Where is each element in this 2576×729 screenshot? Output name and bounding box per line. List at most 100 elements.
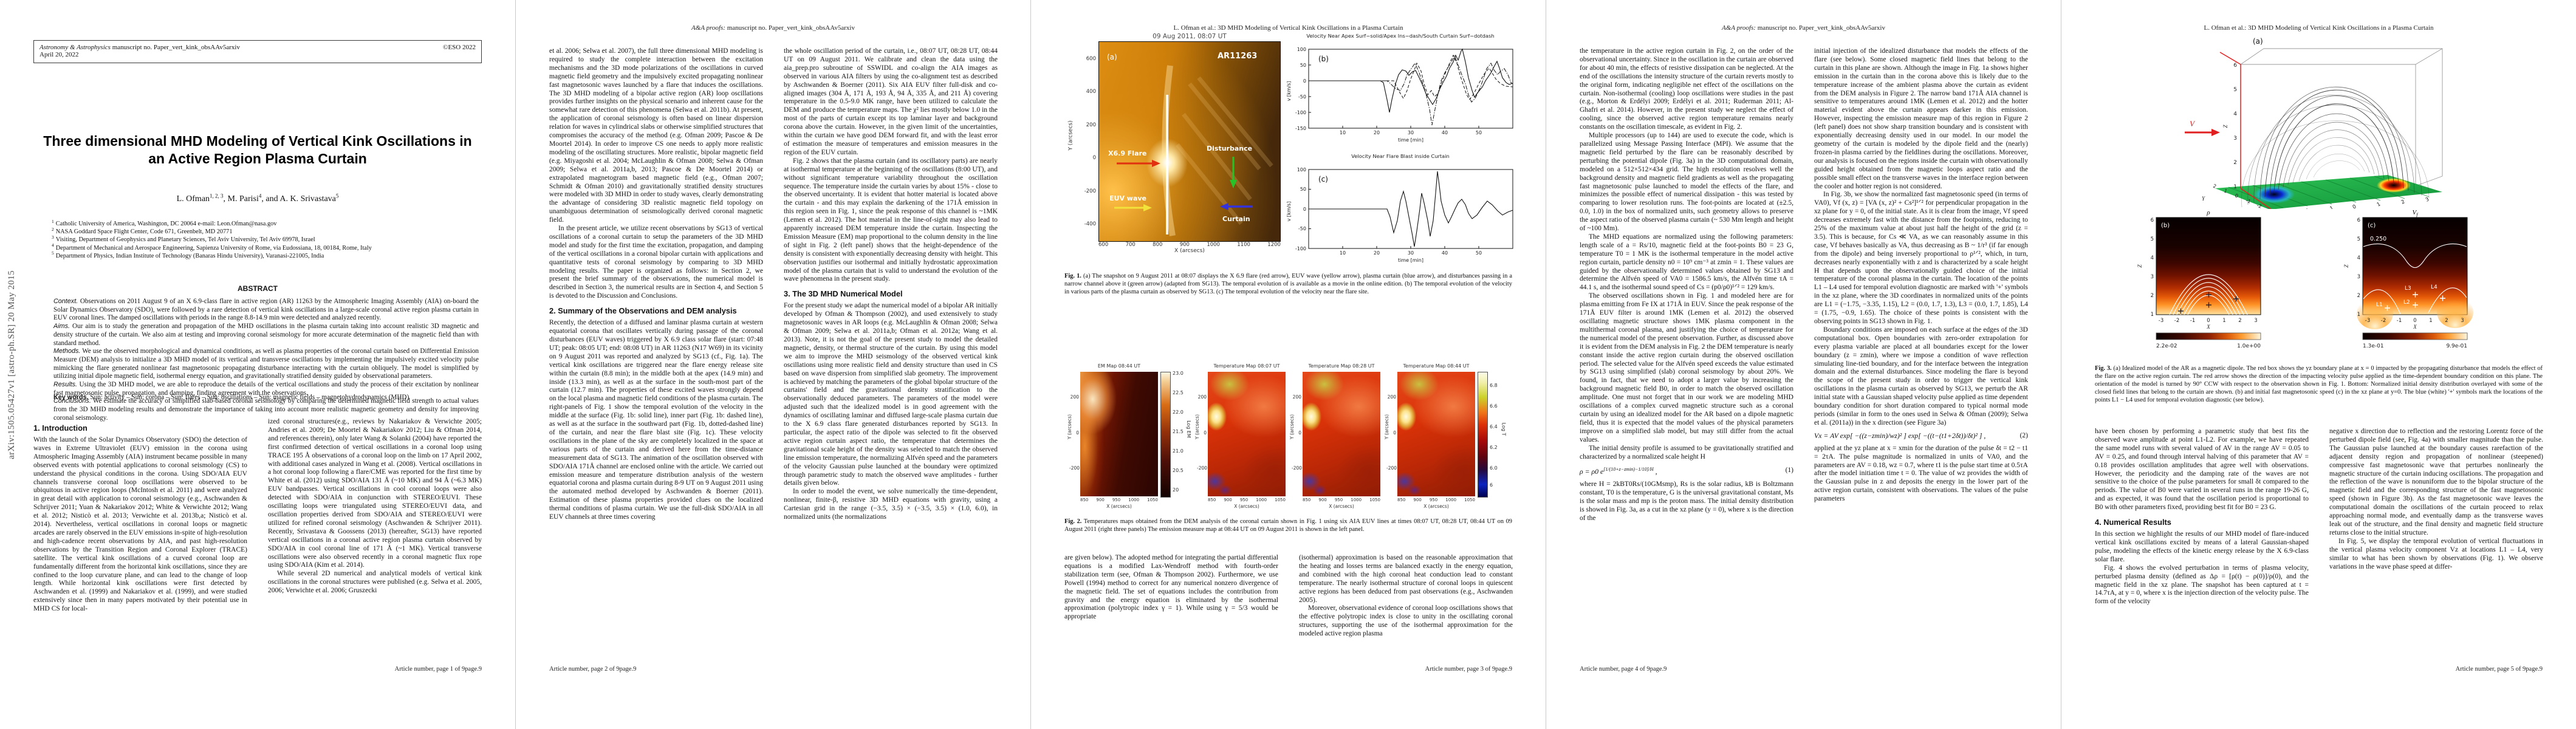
fig3a-ylabel: Y	[2202, 196, 2205, 202]
series-apex-surface-solid	[1309, 48, 1513, 113]
p5-column-right: negative x direction due to reflection a…	[2329, 428, 2543, 659]
svg-text:30: 30	[1408, 130, 1414, 135]
fig1a-curtain-annotation: Curtain	[1222, 215, 1250, 223]
svg-text:-150: -150	[1295, 126, 1306, 131]
svg-text:0: 0	[2207, 318, 2210, 324]
svg-text:0: 0	[2413, 318, 2416, 324]
map-title: Temperature Map 08:28 UT	[1308, 363, 1375, 369]
fig3b-xlabel: X	[2206, 324, 2210, 330]
temp-colorbar-label: Log T	[1501, 422, 1507, 436]
fig1a-ar-label: AR11263	[1218, 52, 1257, 61]
fig3a-box-wireframe	[2240, 48, 2443, 187]
fig3a-velocity-arrow-icon: V	[2185, 119, 2220, 136]
tick-label: 1050	[1147, 498, 1158, 502]
fig3b-colorbar-max: 1.0e+00	[2237, 343, 2261, 349]
paragraph: negative x direction due to reflection a…	[2329, 428, 2543, 536]
section-heading-introduction: 1. Introduction	[33, 423, 87, 433]
series-south-curtain-dotdash	[1309, 55, 1513, 126]
curtain-streaks	[1176, 76, 1273, 225]
tick-label: -400	[1084, 221, 1096, 227]
p1-column-left: 1. Introduction With the launch of the S…	[33, 418, 247, 659]
manuscript-id: Astronomy & Astrophysics manuscript no. …	[39, 44, 240, 51]
paragraph: In Fig. 5, we display the temporal evolu…	[2329, 537, 2543, 570]
fig3b-zticks: 6 5 4 3 2 1	[2151, 217, 2154, 318]
equation-number: (2)	[2019, 431, 2028, 439]
fig3a-zlabel: Z	[2222, 125, 2228, 128]
fig1a-solar-image: (a) AR11263 X6.9 Flare Disturbance EUV w…	[1098, 41, 1281, 242]
svg-text:3: 3	[2151, 274, 2154, 280]
fig3a-v-label: V	[2190, 119, 2196, 128]
fig3b-zlabel: Z	[2137, 264, 2143, 268]
series-apex-inside-dash	[1309, 54, 1513, 100]
fig1a-xlabel: X (arcsecs)	[1174, 248, 1205, 254]
map-xlabel: X (arcsecs)	[1106, 504, 1132, 509]
map-title: Temperature Map 08:07 UT	[1213, 363, 1280, 369]
map-title: Temperature Map 08:44 UT	[1403, 363, 1470, 369]
manuscript-no: manuscript no. Paper_vert_kink_obsAAv5ar…	[110, 44, 240, 51]
fig3c-colorbar-max: 9.9e-01	[2446, 343, 2467, 349]
manuscript-date: April 20, 2022	[39, 51, 79, 58]
paragraph: applied at the yz plane at x = xmin for …	[1814, 444, 2028, 503]
svg-text:30: 30	[1408, 250, 1414, 256]
svg-text:-2: -2	[2381, 318, 2386, 324]
svg-text:4: 4	[2151, 255, 2154, 261]
fig3c-right-bump	[2437, 296, 2473, 328]
tick-label: 0	[1092, 155, 1096, 162]
page-1: arXiv:1505.05427v1 [astro-ph.SR] 20 May …	[0, 0, 515, 729]
fig3-panel-b: ρ (b) 6 5 4 3 2 1 Z -3 -2 -1 0 1 2 3	[2137, 209, 2261, 349]
svg-text:4: 4	[2233, 111, 2237, 117]
paragraph: Fig. 4 shows the evolved perturbation in…	[2095, 564, 2309, 606]
fig3a-yticks: 2 1 0 -1 -2	[2212, 183, 2263, 209]
page-footer: Article number, page 2 of 9page.9	[549, 666, 637, 673]
abstract-section: Conclusions. We estimate the accuracy of…	[53, 397, 479, 422]
fig1a-panel-label: (a)	[1107, 53, 1117, 61]
journal-name: Astronomy & Astrophysics	[39, 44, 111, 51]
svg-text:6: 6	[2151, 217, 2154, 224]
paragraph: The observed oscillations shown in Fig. …	[1580, 292, 1793, 443]
fig3c-point-markers	[2385, 292, 2445, 311]
svg-text:-1: -1	[2190, 318, 2195, 324]
affiliation-item: 2 NASA Goddard Space Flight Center, Code …	[52, 226, 233, 236]
svg-text:50: 50	[1300, 63, 1306, 68]
fig3b-point-markers	[2178, 292, 2239, 314]
map-title: EM Map 08:44 UT	[1097, 363, 1141, 369]
p3-column-left: are given below). The adopted method for…	[1064, 554, 1278, 659]
tick-label: 200	[1070, 394, 1079, 400]
tick-label: 850	[1080, 498, 1089, 502]
tick-label: 1100	[1237, 242, 1250, 248]
fig1a-yticks: 600 400 200 0 -200 -400	[1080, 41, 1098, 242]
fig3a-zticks: 6 5 4 3 2 1	[2233, 63, 2237, 190]
em-map-image	[1080, 372, 1158, 496]
fig3-caption: Fig. 3. (a) Idealized model of the AR as…	[2095, 365, 2543, 403]
page-2: A&A proofs: manuscript no. Paper_vert_ki…	[515, 0, 1030, 729]
arxiv-stamp: arXiv:1505.05427v1 [astro-ph.SR] 20 May …	[2, 0, 21, 729]
fig1a-flare-annotation: X6.9 Flare	[1108, 149, 1146, 157]
page-5: L. Ofman et al.: 3D MHD Modeling of Vert…	[2061, 0, 2576, 729]
fig3c-colorbar	[2362, 332, 2468, 340]
svg-text:50: 50	[1300, 187, 1306, 192]
svg-text:3: 3	[2425, 196, 2430, 203]
page-4: A&A proofs: manuscript no. Paper_vert_ki…	[1546, 0, 2061, 729]
tick-label: 900	[1179, 242, 1190, 248]
fig1b-title: Velocity Near Apex Surf−solid/Apex Ins−d…	[1306, 33, 1495, 39]
paragraph: Recently, the detection of a diffused an…	[549, 319, 763, 521]
fig1a-disturbance-annotation: Disturbance	[1207, 145, 1252, 152]
fig1c-panel-label: (c)	[1318, 175, 1328, 183]
abstract-section: Results. Using the 3D MHD model, we are …	[53, 381, 479, 397]
page-3: L. Ofman et al.: 3D MHD Modeling of Vert…	[1030, 0, 1546, 729]
paragraph: In Fig. 3b, we show the normalized fast …	[1814, 191, 2028, 325]
svg-text:L4: L4	[2431, 284, 2437, 290]
fig1-panel-a: 09 Aug 2011, 08:07 UT Y (arcsecs) 600 400…	[1068, 33, 1281, 254]
map-xticks: 850 900 950 1000 1050	[1080, 498, 1158, 502]
svg-text:5: 5	[2357, 236, 2360, 242]
tick-label: 0	[1076, 430, 1079, 436]
svg-text:2: 2	[2233, 160, 2237, 166]
svg-text:0: 0	[1303, 207, 1306, 212]
tick-label: 800	[1153, 242, 1163, 248]
tick-label: -200	[1084, 188, 1096, 194]
fig3c-colorbar-min: 1.3e-01	[2363, 343, 2384, 349]
affiliation-item: 5 Department of Physics, Indian Institute…	[52, 250, 324, 259]
tick-label: 600	[1098, 242, 1109, 248]
paragraph: In this section we highlight the results…	[2095, 530, 2309, 563]
